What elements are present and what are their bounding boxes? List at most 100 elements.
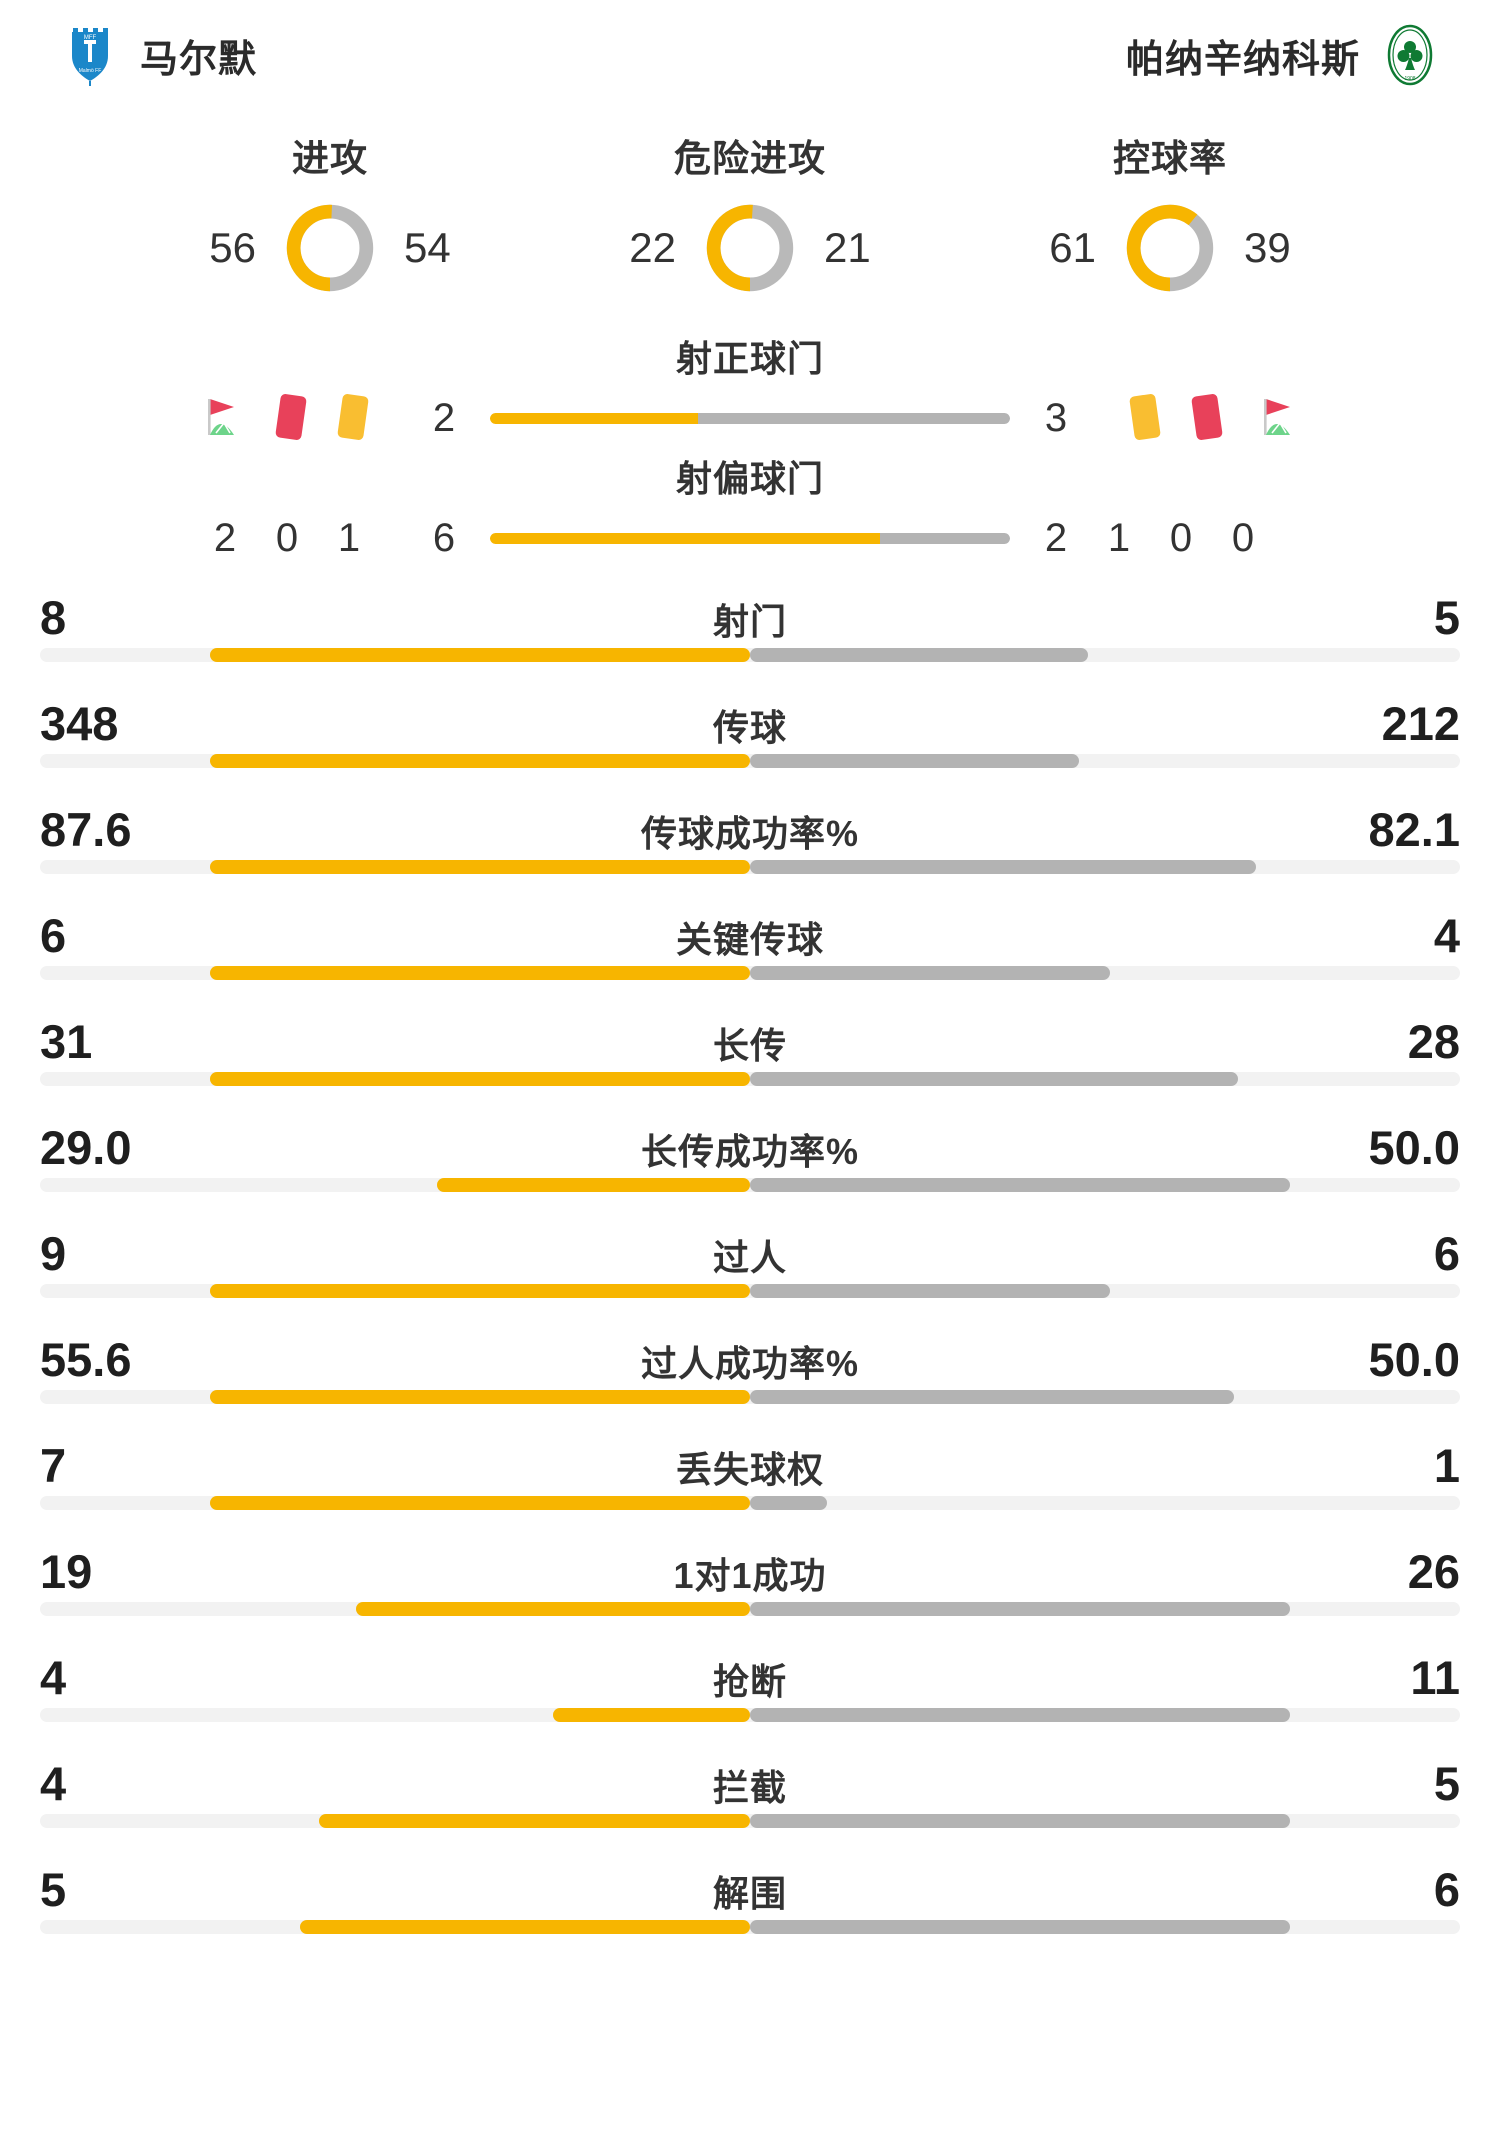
stat-away-value: 11 xyxy=(1410,1651,1460,1704)
svg-text:Malmö FF: Malmö FF xyxy=(79,68,102,74)
stat-row: 4 拦截 5 xyxy=(40,1750,1460,1856)
stat-label: 解围 xyxy=(712,1873,787,1914)
stat-bar-track xyxy=(40,754,1460,768)
stat-home-value: 4 xyxy=(40,1757,67,1810)
stat-home-value: 87.6 xyxy=(40,803,132,856)
away-corners-count: 0 xyxy=(1231,515,1255,560)
stat-bar-track xyxy=(40,860,1460,874)
stat-bar-track xyxy=(40,1178,1460,1192)
shots-and-discipline-block: 射正球门 2 xyxy=(0,330,1500,570)
stat-row: 19 1对1成功 26 xyxy=(40,1538,1460,1644)
shots-off-target-label: 射偏球门 xyxy=(675,458,824,499)
stat-bar-away-fill xyxy=(750,1284,1110,1298)
stat-bar-track xyxy=(40,966,1460,980)
stat-row-head: 4 拦截 5 xyxy=(40,1756,1460,1814)
stat-bar-home-fill xyxy=(210,860,750,874)
stat-label: 1对1成功 xyxy=(673,1555,827,1596)
donut-chart-dangerous-attacks xyxy=(702,200,798,296)
stat-bar-home-fill xyxy=(210,1390,750,1404)
stat-bar-home-fill xyxy=(437,1178,750,1192)
stat-bar-home-fill xyxy=(356,1602,750,1616)
stat-bar-away-fill xyxy=(750,1602,1290,1616)
stat-away-value: 5 xyxy=(1433,591,1460,644)
stat-bar-home-fill xyxy=(553,1708,750,1722)
stat-away-value: 6 xyxy=(1433,1863,1460,1916)
away-counts-set: 1 0 0 xyxy=(1088,516,1306,561)
home-team[interactable]: MFF Malmö FF 马尔默 xyxy=(62,24,257,86)
stat-bar-track xyxy=(40,1496,1460,1510)
stat-bar-home-fill xyxy=(210,1496,750,1510)
red-card-icon xyxy=(272,392,312,444)
stat-row-head: 8 射门 5 xyxy=(40,590,1460,648)
stat-row-head: 19 1对1成功 26 xyxy=(40,1544,1460,1602)
stat-label: 拦截 xyxy=(712,1767,787,1808)
donut-away-value: 39 xyxy=(1244,224,1291,271)
stat-bar-away-fill xyxy=(750,966,1110,980)
home-shots-on-target-value: 2 xyxy=(432,395,456,440)
stat-row-head: 6 关键传球 4 xyxy=(40,908,1460,966)
bar-home-fill xyxy=(490,412,698,424)
away-team[interactable]: 帕纳辛纳科斯 1908 xyxy=(1126,24,1438,86)
stat-bar-away-fill xyxy=(750,648,1088,662)
stat-bar-track xyxy=(40,1390,1460,1404)
malmo-shield-crest-icon: MFF Malmö FF xyxy=(62,24,118,86)
stat-home-value: 4 xyxy=(40,1651,67,1704)
stat-label: 长传成功率% xyxy=(640,1131,859,1172)
stat-bar-track xyxy=(40,1920,1460,1934)
stat-label: 长传 xyxy=(712,1025,787,1066)
stat-row: 4 抢断 11 xyxy=(40,1644,1460,1750)
donut-summary-row: 进攻 56 54 危险进攻 22 21 控球率 xyxy=(0,110,1500,310)
stat-rows: 8 射门 5 348 传球 212 87.6 传球成功率% 82.1 6 关键传球 4 31 长传 28 29… xyxy=(0,570,1500,1962)
stat-bar-away-fill xyxy=(750,754,1080,768)
stat-home-value: 7 xyxy=(40,1439,67,1492)
stat-label: 传球成功率% xyxy=(640,813,859,854)
away-shots-off-target-value: 2 xyxy=(1044,515,1068,560)
stat-row: 31 长传 28 xyxy=(40,1008,1460,1114)
stat-row: 9 过人 6 xyxy=(40,1220,1460,1326)
home-shots-off-target-value: 6 xyxy=(432,515,456,560)
stat-bar-away-fill xyxy=(750,1920,1290,1934)
shots-on-target-row: 2 3 xyxy=(40,386,1460,450)
stat-away-value: 5 xyxy=(1433,1757,1460,1810)
donut-title: 控球率 xyxy=(1113,138,1227,179)
away-yellow-cards-count: 1 xyxy=(1107,515,1131,560)
donut-attacks: 进攻 56 54 xyxy=(120,128,540,296)
stat-home-value: 6 xyxy=(40,909,67,962)
home-red-cards-count: 0 xyxy=(275,515,299,560)
stat-away-value: 50.0 xyxy=(1368,1121,1460,1174)
stat-bar-track xyxy=(40,1602,1460,1616)
stat-away-value: 1 xyxy=(1433,1439,1460,1492)
corner-flag-icon xyxy=(1250,393,1306,443)
stat-bar-home-fill xyxy=(210,648,750,662)
donut-home-value: 22 xyxy=(629,224,676,271)
donut-home-value: 61 xyxy=(1049,224,1096,271)
donut-chart-attacks xyxy=(282,200,378,296)
home-corners-count: 2 xyxy=(213,515,237,560)
stat-bar-track xyxy=(40,1814,1460,1828)
stat-row: 6 关键传球 4 xyxy=(40,902,1460,1008)
stat-bar-away-fill xyxy=(750,1814,1290,1828)
stat-bar-home-fill xyxy=(210,1284,750,1298)
stat-row-head: 29.0 长传成功率% 50.0 xyxy=(40,1120,1460,1178)
stat-label: 过人 xyxy=(712,1237,787,1278)
stat-bar-away-fill xyxy=(750,1072,1239,1086)
stat-bar-track xyxy=(40,1708,1460,1722)
stat-row-head: 7 丢失球权 1 xyxy=(40,1438,1460,1496)
stat-bar-away-fill xyxy=(750,1708,1290,1722)
donut-chart-possession xyxy=(1122,200,1218,296)
stat-away-value: 6 xyxy=(1433,1227,1460,1280)
donut-possession: 控球率 61 39 xyxy=(960,128,1380,296)
yellow-card-icon xyxy=(1126,392,1166,444)
stat-label: 过人成功率% xyxy=(640,1343,859,1384)
stat-label: 丢失球权 xyxy=(675,1449,824,1490)
stat-bar-home-fill xyxy=(299,1920,750,1934)
donut-title: 进攻 xyxy=(292,138,368,179)
stat-bar-away-fill xyxy=(750,1390,1235,1404)
stat-bar-track xyxy=(40,1284,1460,1298)
red-card-icon xyxy=(1188,392,1228,444)
stat-home-value: 31 xyxy=(40,1015,93,1068)
stat-home-value: 29.0 xyxy=(40,1121,132,1174)
shots-off-target-bar xyxy=(490,532,1010,544)
stat-label: 抢断 xyxy=(712,1661,787,1702)
stat-row-head: 9 过人 6 xyxy=(40,1226,1460,1284)
